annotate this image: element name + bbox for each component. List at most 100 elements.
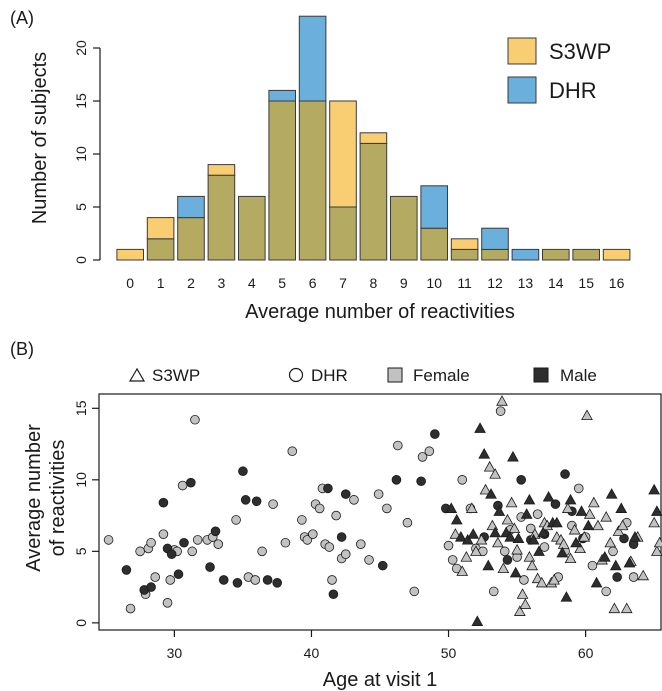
dhr-female-point [424,446,435,457]
dhr-female-point [280,537,291,548]
dhr-female-point [162,598,173,608]
panel-a-y-tick-10: 10 [73,146,89,162]
panel-a-x-tick-12: 12 [487,275,503,291]
dhr-male-point [210,526,221,537]
dhr-female-point [125,603,136,614]
s3wp-male-point [520,508,533,519]
dhr-female-point [573,483,584,494]
bar-overlap-9 [390,195,418,261]
bar-overlap-7 [329,206,357,261]
s3wp-male-point [564,493,577,505]
dhr-female-point [608,546,618,557]
s3wp-female-point [492,536,504,548]
s3wp-male-point [609,559,622,571]
bar-dhr-6 [298,15,327,102]
bar-overlap-1 [146,238,175,261]
dhr-female-point [601,586,611,597]
dhr-female-point [177,480,188,491]
dhr-male-point [612,572,622,582]
dhr-male-point [430,429,440,439]
s3wp-female-point [456,565,469,576]
panel-a-x-tick-7: 7 [339,275,347,291]
dhr-female-point [231,515,241,525]
s3wp-female-point [561,502,574,513]
panel-a-x-tick-15: 15 [578,275,594,291]
dhr-male-point [323,483,333,494]
panel-a-label: (A) [10,8,34,28]
panel-a-x-tick-14: 14 [548,275,564,291]
dhr-male-point [502,555,513,565]
dhr-female-point [457,475,468,485]
legend-s3wp-triangle-icon [128,367,146,382]
s3wp-female-point [479,483,492,495]
panel-a-x-tick-3: 3 [218,275,226,291]
panel-a-x-tick-6: 6 [309,275,317,291]
bar-overlap-6 [298,100,327,261]
legend-female-label: Female [413,366,470,385]
bar-s3wp-3 [207,164,236,176]
panel-a-x-tick-labels: 0 1 2 3 4 5 6 7 8 9 10 11 12 13 14 15 16 [126,275,624,291]
dhr-female-point [488,586,499,597]
dhr-male-point [377,560,388,571]
bar-s3wp-0 [116,248,145,261]
s3wp-female-point [578,531,591,542]
s3wp-male-point [485,488,497,499]
s3wp-female-point [501,513,514,525]
dhr-female-point [443,540,454,551]
dhr-female-point [165,575,176,585]
s3wp-female-point [651,545,662,556]
dhr-female-point [447,555,458,565]
dhr-female-point [356,539,366,549]
dhr-female-point [150,572,161,582]
bar-dhr-5 [268,89,296,102]
s3wp-male-point [489,526,502,538]
s3wp-male-point [471,615,484,626]
dhr-female-point [308,529,318,539]
legend-female-swatch [387,367,403,383]
legend-s3wp-swatch [507,37,537,65]
dhr-male-point [328,589,339,600]
panel-b-x-axis: 30 40 50 60 [167,630,594,661]
s3wp-male-point [533,545,545,556]
panel-a-y-tick-5: 5 [73,203,89,211]
bar-overlap-8 [359,142,388,261]
s3wp-male-point [651,505,662,516]
dhr-female-point [364,555,374,565]
dhr-male-point [179,537,189,548]
dhr-female-point [190,414,200,425]
dhr-female-point [250,575,261,585]
dhr-male-point [186,477,196,488]
s3wp-female-point [516,588,529,599]
dhr-male-point [550,499,561,509]
panel-a-x-tick-10: 10 [426,275,442,291]
s3wp-female-point [535,576,548,588]
s3wp-male-point [504,531,517,542]
s3wp-male-point [450,513,463,525]
s3wp-female-point [470,545,482,556]
s3wp-male-point [605,488,618,499]
s3wp-female-point [616,519,629,531]
bar-dhr-12 [481,227,509,250]
s3wp-female-point [511,543,523,555]
dhr-female-point [146,537,156,548]
dhr-female-point [349,495,359,505]
s3wp-female-point [574,542,587,554]
dhr-female-point [340,549,351,559]
s3wp-male-point [537,526,549,538]
panel-b: (B) 0 5 10 15 30 40 50 60 Age at visit 1 Avera… [10,339,662,691]
legend-dhr-label: DHR [311,366,348,385]
s3wp-female-point [496,395,508,406]
panel-a-x-tick-1: 1 [157,275,165,291]
s3wp-male-point [507,450,519,462]
panel-b-x-tick-40: 40 [304,645,320,661]
dhr-male-point [340,489,351,499]
s3wp-male-point [527,533,540,545]
s3wp-female-point [648,516,661,528]
dhr-female-point [257,546,267,557]
legend-dhr-circle-icon [288,367,304,383]
dhr-male-point [560,469,570,479]
s3wp-female-point [483,460,496,472]
dhr-female-point [103,535,114,545]
dhr-female-point [213,539,224,549]
panel-b-y-axis-title-line-1: Average number [23,424,45,572]
